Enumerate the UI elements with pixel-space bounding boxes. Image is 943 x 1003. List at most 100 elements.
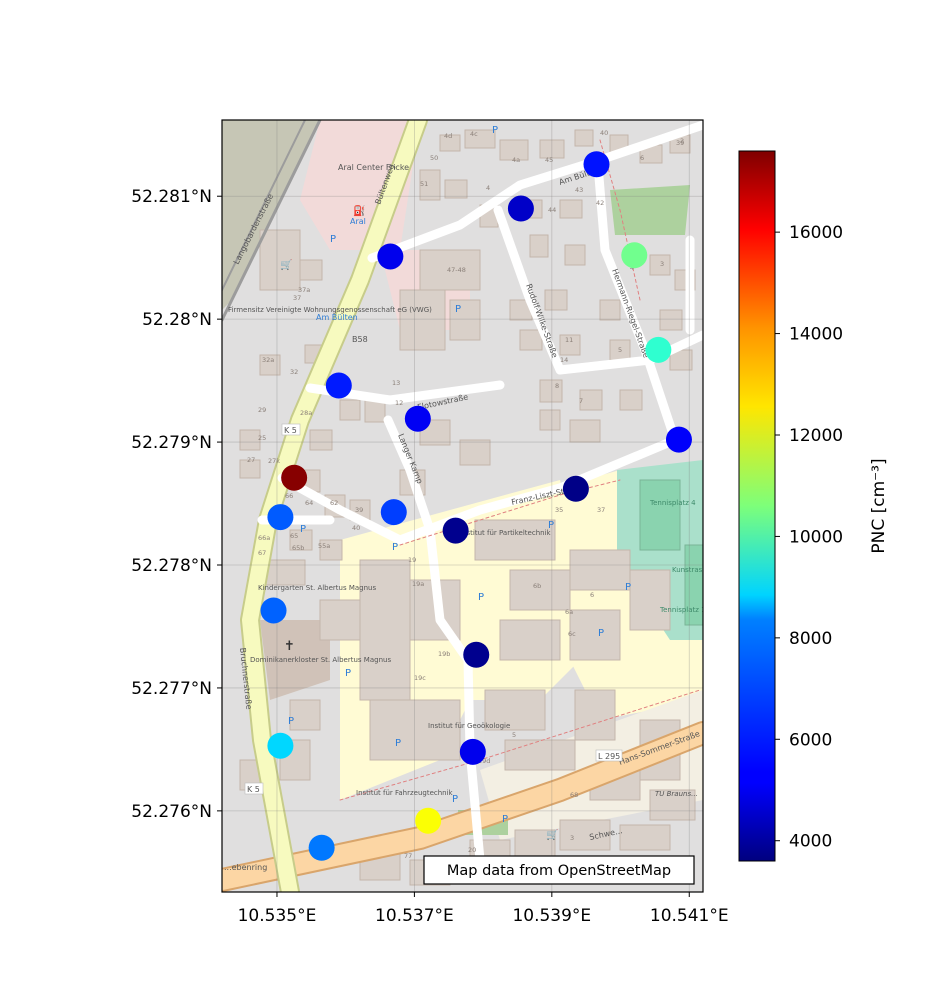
x-tick-label: 10.537°E [375,906,454,926]
pnc-point [507,195,534,222]
house-number: 45 [545,156,553,164]
shopping-cart-icon: 🛒 [280,258,292,271]
parking-icon: P [345,668,351,679]
house-number: 25 [258,434,266,442]
y-tick-label: 52.279°N [131,433,212,453]
colorbar-tick-label: 14000 [789,325,843,345]
house-number: 66 [285,492,293,500]
grid-lines [222,120,703,892]
house-number: 8 [555,382,559,390]
house-number: 6a [565,608,573,616]
house-number: 27k [268,457,280,465]
parking-icon: P [548,520,554,531]
house-number: 37a [298,286,310,294]
pnc-point [621,242,648,269]
house-number: 65b [292,544,304,552]
parking-icon: P [598,628,604,639]
map-tiles: Langobardenstraße Bültenweg Am Bülten Ru… [222,120,759,892]
y-tick-label: 52.281°N [131,187,212,207]
house-number: 6c [568,630,576,638]
parking-icon: P [395,738,401,749]
house-number: 11 [565,336,573,344]
house-number: 40 [600,129,608,137]
y-tick-label: 52.276°N [131,802,212,822]
pnc-point [267,732,294,759]
house-number: 12 [395,399,403,407]
house-number: 66a [258,534,270,542]
pnc-point [308,834,335,861]
map-axes-frame [221,119,704,893]
poi-label: Dominikanerkloster St. Albertus Magnus [250,656,391,664]
poi-label: Tennisplatz 4 [649,499,696,507]
house-number: 19d [478,757,490,765]
house-number: 43 [575,186,583,194]
parking-icon: P [300,524,306,535]
house-number: 47-48 [447,266,466,274]
house-number: 32 [290,368,298,376]
shopping-cart-icon: 🛒 [546,828,558,841]
house-number: 40 [352,524,360,532]
pnc-point [463,641,490,668]
house-number: 44 [548,206,556,214]
colorbar-tick-label: 6000 [789,730,832,750]
poi-label: B58 [352,335,368,344]
house-number: 7 [579,397,583,405]
pnc-point [281,464,308,491]
parking-icon: P [452,794,458,805]
x-tick-label: 10.541°E [650,906,729,926]
poi-label: Tennisplatz 1 [659,606,706,614]
house-number: 64 [305,499,313,507]
house-number: 77 [404,852,412,860]
house-number: 42 [596,199,604,207]
poi-label: TU Brauns... [655,790,698,798]
colorbar-tick-label: 4000 [789,832,832,852]
parking-icon: P [288,716,294,727]
house-number: 39 [676,139,684,147]
house-number: 5 [512,731,516,739]
poi-label: Institut für Fahrzeugtechnik [356,789,454,797]
parking-icon: P [478,592,484,603]
y-axis: 52.281°N 52.28°N 52.279°N 52.278°N 52.277°N 5… [131,187,222,822]
house-number: 6 [640,154,644,162]
house-number: 37 [597,506,605,514]
colorbar-ticks: 4000 6000 8000 10000 12000 14000 16000 [775,223,843,852]
house-number: 4d [444,132,452,140]
road-ref-label: K 5 [284,426,297,435]
house-number: 51 [420,180,428,188]
house-number: 29 [258,406,266,414]
y-tick-label: 52.277°N [131,679,212,699]
poi-label: Firmensitz Vereinigte Wohnungsgenossensc… [228,306,432,314]
road-ref-label: L 295 [598,752,620,761]
parking-icon: P [502,814,508,825]
house-number: 19 [408,556,416,564]
house-number: 4 [486,184,490,192]
house-number: 2 [680,137,684,145]
y-tick-label: 52.28°N [142,310,212,330]
colorbar-tick-label: 10000 [789,527,843,547]
parking-icon: P [625,582,631,593]
house-number: 19a [412,580,424,588]
pnc-point [459,738,486,765]
colorbar-tick-label: 16000 [789,223,843,243]
poi-label: Am Bülten [316,313,358,322]
house-number: 3 [660,260,664,268]
pnc-point [325,372,352,399]
poi-label: Kunstrasen Tennisplatz 2 [672,566,759,574]
fuel-station-icon: ⛽ [353,204,365,217]
pnc-point [380,499,407,526]
pnc-point [415,807,442,834]
house-number: 32a [262,356,274,364]
pnc-point [665,426,692,453]
church-icon: ✝ [284,639,295,654]
poi-label: Aral Center Fricke [338,163,409,172]
pnc-point [377,243,404,270]
house-number: 5 [618,346,622,354]
pnc-scatter-points [260,151,692,861]
pnc-point [267,504,294,531]
house-number: 39 [355,506,363,514]
parking-icon: P [330,234,336,245]
house-number: 35 [555,506,563,514]
house-number: 6b [533,582,541,590]
street-label: ...ebenring [224,863,267,872]
